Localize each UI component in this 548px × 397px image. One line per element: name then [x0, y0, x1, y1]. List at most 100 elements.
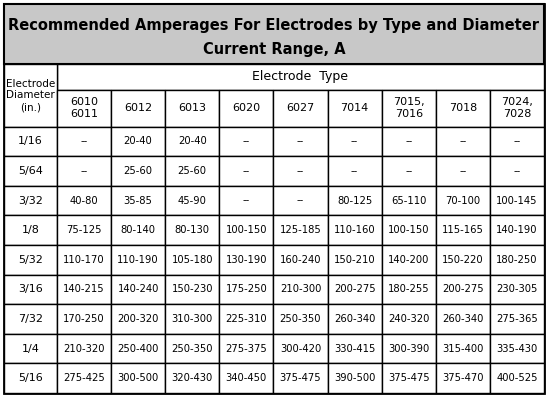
Bar	[165, 304, 219, 334]
Text: 300-390: 300-390	[388, 343, 429, 354]
Text: 200-275: 200-275	[442, 284, 484, 294]
Text: 340-450: 340-450	[226, 373, 267, 383]
Text: 20-40: 20-40	[124, 136, 152, 146]
Bar	[165, 156, 219, 186]
Text: 390-500: 390-500	[334, 373, 375, 383]
Text: 70-100: 70-100	[446, 196, 481, 206]
Text: 150-230: 150-230	[172, 284, 213, 294]
Bar	[381, 127, 436, 156]
Text: Recommended Amperages For Electrodes by Type and Diameter: Recommended Amperages For Electrodes by …	[9, 17, 539, 33]
Text: 150-220: 150-220	[442, 255, 484, 265]
Text: 5/16: 5/16	[18, 373, 43, 383]
Text: 140-215: 140-215	[63, 284, 105, 294]
Bar	[4, 275, 57, 304]
Bar	[273, 304, 328, 334]
Text: 210-300: 210-300	[280, 284, 321, 294]
Bar	[490, 215, 544, 245]
Text: --: --	[513, 166, 521, 176]
Bar	[490, 245, 544, 275]
Text: 150-210: 150-210	[334, 255, 375, 265]
Text: --: --	[459, 166, 466, 176]
Bar	[381, 245, 436, 275]
Text: 310-300: 310-300	[172, 314, 213, 324]
Text: 6013: 6013	[178, 103, 206, 113]
Bar	[273, 334, 328, 363]
Text: 175-250: 175-250	[225, 284, 267, 294]
Text: 100-145: 100-145	[496, 196, 538, 206]
Bar	[273, 275, 328, 304]
Text: --: --	[405, 166, 412, 176]
Text: 20-40: 20-40	[178, 136, 207, 146]
Text: --: --	[351, 166, 358, 176]
Text: 6027: 6027	[287, 103, 315, 113]
Text: 260-340: 260-340	[442, 314, 483, 324]
Bar	[57, 245, 111, 275]
Bar	[219, 215, 273, 245]
Bar	[4, 215, 57, 245]
Text: 250-350: 250-350	[279, 314, 321, 324]
Bar	[328, 363, 381, 393]
Text: 210-320: 210-320	[63, 343, 105, 354]
Bar	[436, 245, 490, 275]
Text: 110-170: 110-170	[63, 255, 105, 265]
Text: 100-150: 100-150	[226, 225, 267, 235]
Text: 80-130: 80-130	[175, 225, 210, 235]
Text: 40-80: 40-80	[70, 196, 98, 206]
Bar	[436, 275, 490, 304]
Bar	[219, 186, 273, 215]
Bar	[381, 156, 436, 186]
Text: 170-250: 170-250	[63, 314, 105, 324]
Bar	[111, 363, 165, 393]
Text: 335-430: 335-430	[496, 343, 538, 354]
Bar	[165, 245, 219, 275]
Bar	[219, 304, 273, 334]
Bar	[381, 363, 436, 393]
Text: 400-525: 400-525	[496, 373, 538, 383]
Bar	[273, 156, 328, 186]
Bar	[57, 334, 111, 363]
Bar	[490, 156, 544, 186]
Text: 260-340: 260-340	[334, 314, 375, 324]
Text: --: --	[243, 136, 250, 146]
Bar	[111, 275, 165, 304]
Bar	[219, 363, 273, 393]
Bar	[436, 215, 490, 245]
Text: 140-240: 140-240	[117, 284, 159, 294]
Bar	[273, 245, 328, 275]
Text: 7/32: 7/32	[18, 314, 43, 324]
Text: --: --	[243, 166, 250, 176]
Bar	[57, 363, 111, 393]
Text: --: --	[405, 136, 412, 146]
Bar	[219, 275, 273, 304]
Text: 300-500: 300-500	[117, 373, 159, 383]
Text: Electrode
Diameter
(in.): Electrode Diameter (in.)	[6, 79, 55, 112]
Bar	[165, 275, 219, 304]
Text: 7014: 7014	[340, 103, 369, 113]
Bar	[165, 215, 219, 245]
Text: 3/32: 3/32	[18, 196, 43, 206]
Bar	[328, 127, 381, 156]
Text: --: --	[81, 166, 88, 176]
Text: 5/64: 5/64	[18, 166, 43, 176]
Bar	[436, 334, 490, 363]
Text: --: --	[297, 196, 304, 206]
Bar	[436, 156, 490, 186]
Bar	[328, 245, 381, 275]
Text: 6020: 6020	[232, 103, 260, 113]
Text: 80-140: 80-140	[121, 225, 156, 235]
Bar	[219, 127, 273, 156]
Bar	[165, 363, 219, 393]
Bar	[165, 186, 219, 215]
Bar	[436, 127, 490, 156]
Text: 315-400: 315-400	[442, 343, 483, 354]
Bar	[111, 304, 165, 334]
Text: 330-415: 330-415	[334, 343, 375, 354]
Bar	[57, 186, 111, 215]
Bar	[111, 334, 165, 363]
Bar	[273, 186, 328, 215]
Bar	[57, 64, 544, 90]
Text: 140-200: 140-200	[388, 255, 430, 265]
Bar	[57, 90, 111, 127]
Text: 6010
6011: 6010 6011	[70, 97, 98, 119]
Text: 45-90: 45-90	[178, 196, 207, 206]
